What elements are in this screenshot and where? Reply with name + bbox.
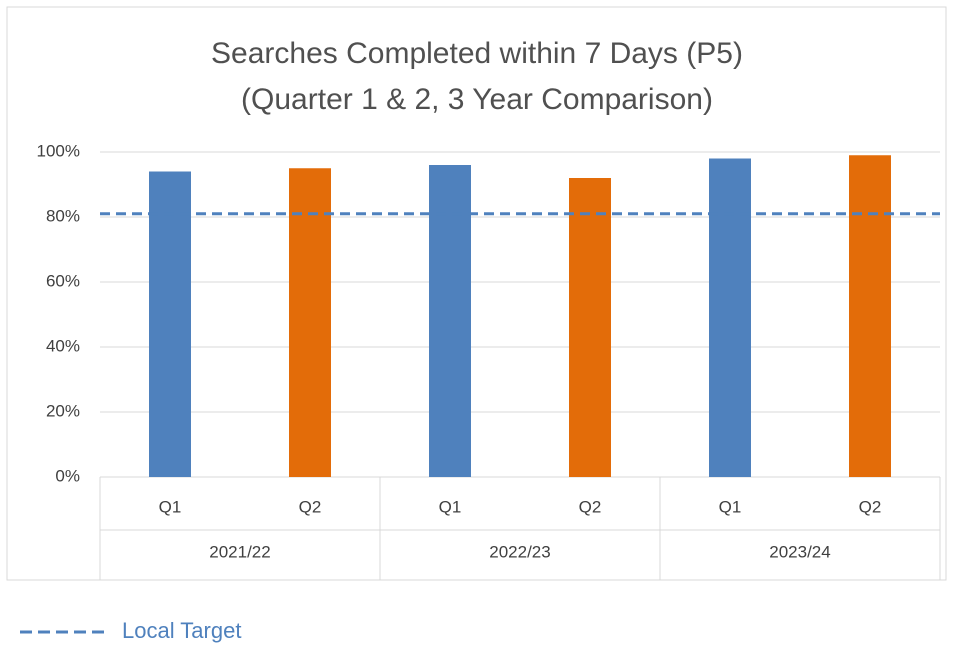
bar [709, 158, 751, 477]
bar [569, 178, 611, 477]
y-tick-label: 20% [46, 401, 80, 420]
group-label: 2023/24 [769, 542, 830, 561]
bar [429, 165, 471, 477]
x-tick-label: Q1 [719, 497, 742, 516]
y-tick-label: 0% [55, 466, 80, 485]
group-label: 2022/23 [489, 542, 550, 561]
bar [149, 171, 191, 477]
x-tick-label: Q1 [159, 497, 182, 516]
bar [849, 155, 891, 477]
y-tick-label: 60% [46, 271, 80, 290]
x-tick-label: Q2 [299, 497, 322, 516]
x-tick-label: Q1 [439, 497, 462, 516]
y-tick-label: 40% [46, 336, 80, 355]
group-label: 2021/22 [209, 542, 270, 561]
chart-title: (Quarter 1 & 2, 3 Year Comparison) [241, 83, 713, 116]
legend-label: Local Target [122, 618, 241, 643]
y-tick-label: 80% [46, 206, 80, 225]
x-tick-label: Q2 [859, 497, 882, 516]
y-tick-label: 100% [37, 141, 80, 160]
bar [289, 168, 331, 477]
x-tick-label: Q2 [579, 497, 602, 516]
chart-title: Searches Completed within 7 Days (P5) [211, 37, 743, 70]
